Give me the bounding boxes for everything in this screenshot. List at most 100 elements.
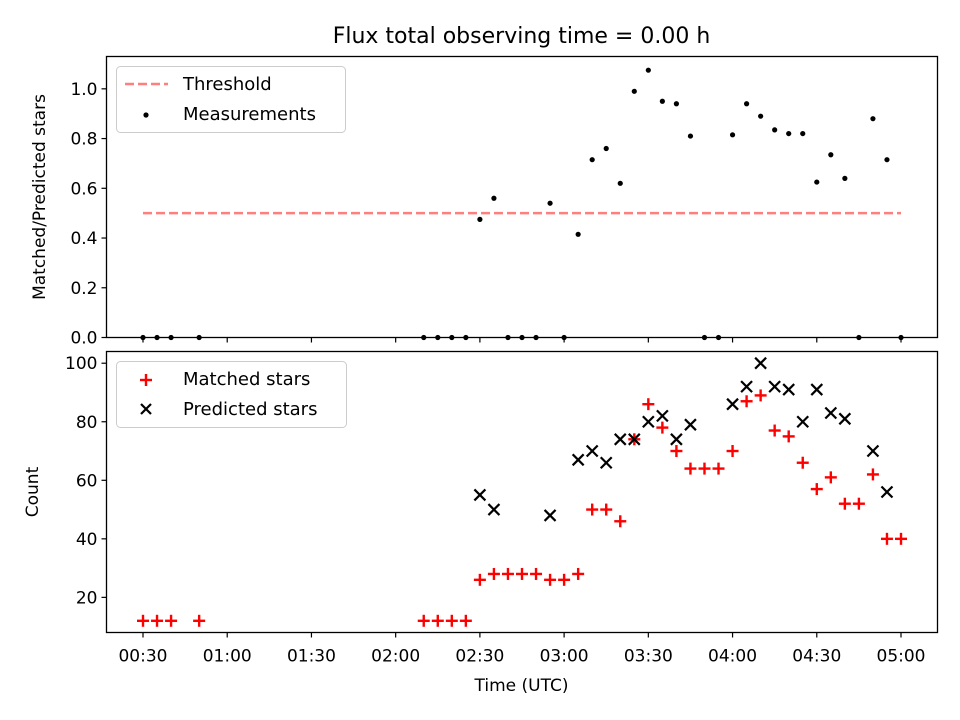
measurement-point	[645, 67, 651, 73]
matched-star-point	[600, 503, 613, 516]
matched-star-point	[445, 614, 458, 627]
x-tick-label: 02:00	[371, 647, 420, 667]
matched-star-point	[712, 462, 725, 475]
measurement-point	[491, 195, 497, 201]
matched-star-point	[459, 614, 472, 627]
predicted-star-point	[656, 409, 669, 423]
measurement-point	[870, 116, 876, 122]
matched-star-point	[740, 395, 753, 408]
measurement-point	[884, 157, 890, 163]
measurement-point	[589, 157, 595, 163]
matched-star-point	[895, 532, 908, 545]
matched-star-point	[642, 398, 655, 411]
ratio-legend-box	[116, 66, 346, 133]
y-tick-label: 20	[76, 588, 98, 608]
predicted-star-point	[543, 509, 557, 522]
predicted-star-point	[599, 456, 613, 470]
x-tick-label: 01:30	[287, 647, 336, 667]
x-tick-label: 04:30	[792, 647, 841, 667]
measurement-point	[673, 101, 680, 107]
measurement-point	[772, 127, 778, 133]
matched-star-point	[473, 573, 486, 586]
matched-star-point	[487, 567, 500, 580]
matched-star-point	[698, 462, 711, 475]
predicted-stars-legend-swatch	[140, 403, 152, 415]
predicted-star-point	[642, 415, 655, 429]
matched-star-point	[614, 515, 627, 528]
x-axis-label: Time (UTC)	[474, 676, 569, 696]
predicted-star-point	[880, 485, 894, 499]
matched-stars-legend-swatch	[140, 374, 152, 386]
predicted-star-point	[824, 406, 838, 420]
matched-star-point	[824, 471, 837, 484]
predicted-star-point	[866, 444, 880, 458]
x-tick-label: 01:00	[203, 647, 252, 667]
measurements-legend-label: Measurements	[183, 104, 316, 125]
predicted-star-point	[768, 380, 781, 393]
matched-star-point	[558, 573, 571, 586]
count-marks	[136, 356, 908, 627]
predicted-star-point	[487, 503, 501, 516]
measurement-point	[477, 216, 483, 222]
matched-star-point	[193, 614, 206, 627]
matched-star-point	[852, 497, 865, 510]
ratio-marks	[140, 67, 904, 341]
y-tick-label: 80	[76, 413, 98, 433]
y-tick-label: 40	[76, 530, 98, 550]
count-panel-frame	[105, 350, 939, 634]
measurement-point	[786, 130, 792, 137]
threshold-legend-label: Threshold	[182, 74, 272, 95]
matched-star-point	[136, 614, 149, 627]
matched-star-point	[684, 462, 697, 475]
predicted-star-point	[838, 412, 852, 426]
measurement-point	[631, 88, 637, 94]
count-panel: 20 40 60 80 100 00:30 01:00 01:30 02:00 02:30 03:0…	[23, 350, 939, 696]
measurement-point	[659, 98, 665, 104]
measurement-point	[547, 200, 553, 206]
predicted-star-point	[571, 453, 585, 467]
measurement-point	[575, 231, 581, 237]
measurement-point	[729, 132, 736, 138]
matched-star-point	[417, 614, 430, 627]
matched-star-point	[768, 424, 781, 437]
x-tick-label: 03:00	[540, 647, 589, 667]
measurement-point	[842, 175, 848, 181]
ratio-panel: 0.0 0.2 0.4 0.6 0.8 1.0 Matched/Predicted sta…	[30, 55, 939, 349]
matched-star-point	[586, 503, 599, 516]
ratio-panel-frame	[105, 55, 939, 339]
matched-star-point	[880, 532, 893, 545]
predicted-star-point	[684, 418, 697, 431]
matched-star-point	[544, 573, 557, 586]
y-tick-label: 0.4	[70, 229, 97, 249]
count-axes: 20 40 60 80 100 00:30 01:00 01:30 02:00 02:30 03:0…	[65, 354, 925, 666]
measurement-point	[828, 152, 834, 158]
count-y-axis-label: Count	[23, 466, 43, 517]
x-tick-label: 04:00	[708, 647, 757, 667]
x-tick-label: 02:30	[455, 647, 504, 667]
y-tick-label: 100	[65, 354, 97, 374]
count-legend-box	[116, 361, 347, 428]
x-tick-label: 00:30	[118, 647, 167, 667]
measurement-point	[758, 113, 764, 119]
measurement-point	[687, 133, 694, 139]
matched-star-point	[151, 614, 164, 627]
matched-star-point	[866, 468, 879, 481]
matched-star-point	[530, 567, 543, 580]
matched-star-point	[656, 421, 669, 434]
matched-star-point	[782, 430, 795, 443]
predicted-star-point	[740, 380, 753, 393]
ratio-y-axis-label: Matched/Predicted stars	[30, 94, 50, 300]
measurement-point	[743, 101, 750, 107]
predicted-star-point	[782, 383, 795, 396]
y-tick-label: 0.6	[70, 179, 97, 199]
measurement-point	[814, 179, 820, 185]
predicted-star-point	[810, 383, 824, 396]
count-legend: Matched stars Predicted stars	[116, 361, 347, 428]
matched-star-point	[670, 445, 683, 458]
matched-star-point	[838, 497, 851, 510]
matched-star-point	[165, 614, 178, 627]
predicted-star-point	[613, 433, 627, 446]
matched-star-point	[754, 389, 767, 402]
predicted-star-point	[726, 397, 739, 411]
